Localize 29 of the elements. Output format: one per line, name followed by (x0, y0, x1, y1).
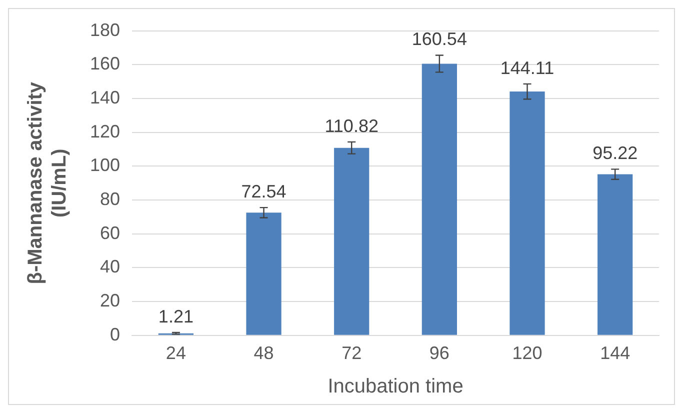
data-label: 95.22 (592, 143, 638, 164)
bar (422, 64, 457, 335)
y-tick-label: 140 (90, 87, 120, 108)
data-label: 144.11 (500, 58, 554, 78)
x-tick-label: 72 (342, 343, 362, 364)
y-tick-label: 40 (100, 256, 120, 277)
x-tick-label: 24 (166, 343, 186, 364)
data-label: 110.82 (324, 116, 378, 136)
data-label: 72.54 (241, 182, 286, 202)
y-tick-label: 160 (90, 54, 120, 74)
bar (510, 92, 545, 335)
y-tick-label: 60 (100, 222, 120, 243)
y-tick-label: 120 (90, 121, 120, 142)
y-axis-title: β-Mannanase activity (IU/mL) (24, 81, 71, 284)
data-label: 160.54 (412, 29, 467, 50)
bar (246, 212, 282, 335)
x-tick-label: 48 (254, 343, 274, 364)
data-label: 1.21 (158, 306, 194, 326)
y-tick-label: 20 (100, 290, 120, 311)
y-tick-label: 80 (100, 188, 120, 209)
y-tick-label: 0 (110, 324, 120, 344)
bar (598, 174, 633, 335)
bar (334, 148, 370, 335)
x-axis-title: Incubation time (328, 376, 464, 398)
x-tick-label: 96 (429, 343, 450, 364)
x-tick-label: 120 (512, 343, 542, 364)
y-tick-label: 180 (90, 20, 120, 40)
y-tick-label: 100 (90, 155, 120, 176)
x-tick-label: 144 (600, 343, 630, 364)
